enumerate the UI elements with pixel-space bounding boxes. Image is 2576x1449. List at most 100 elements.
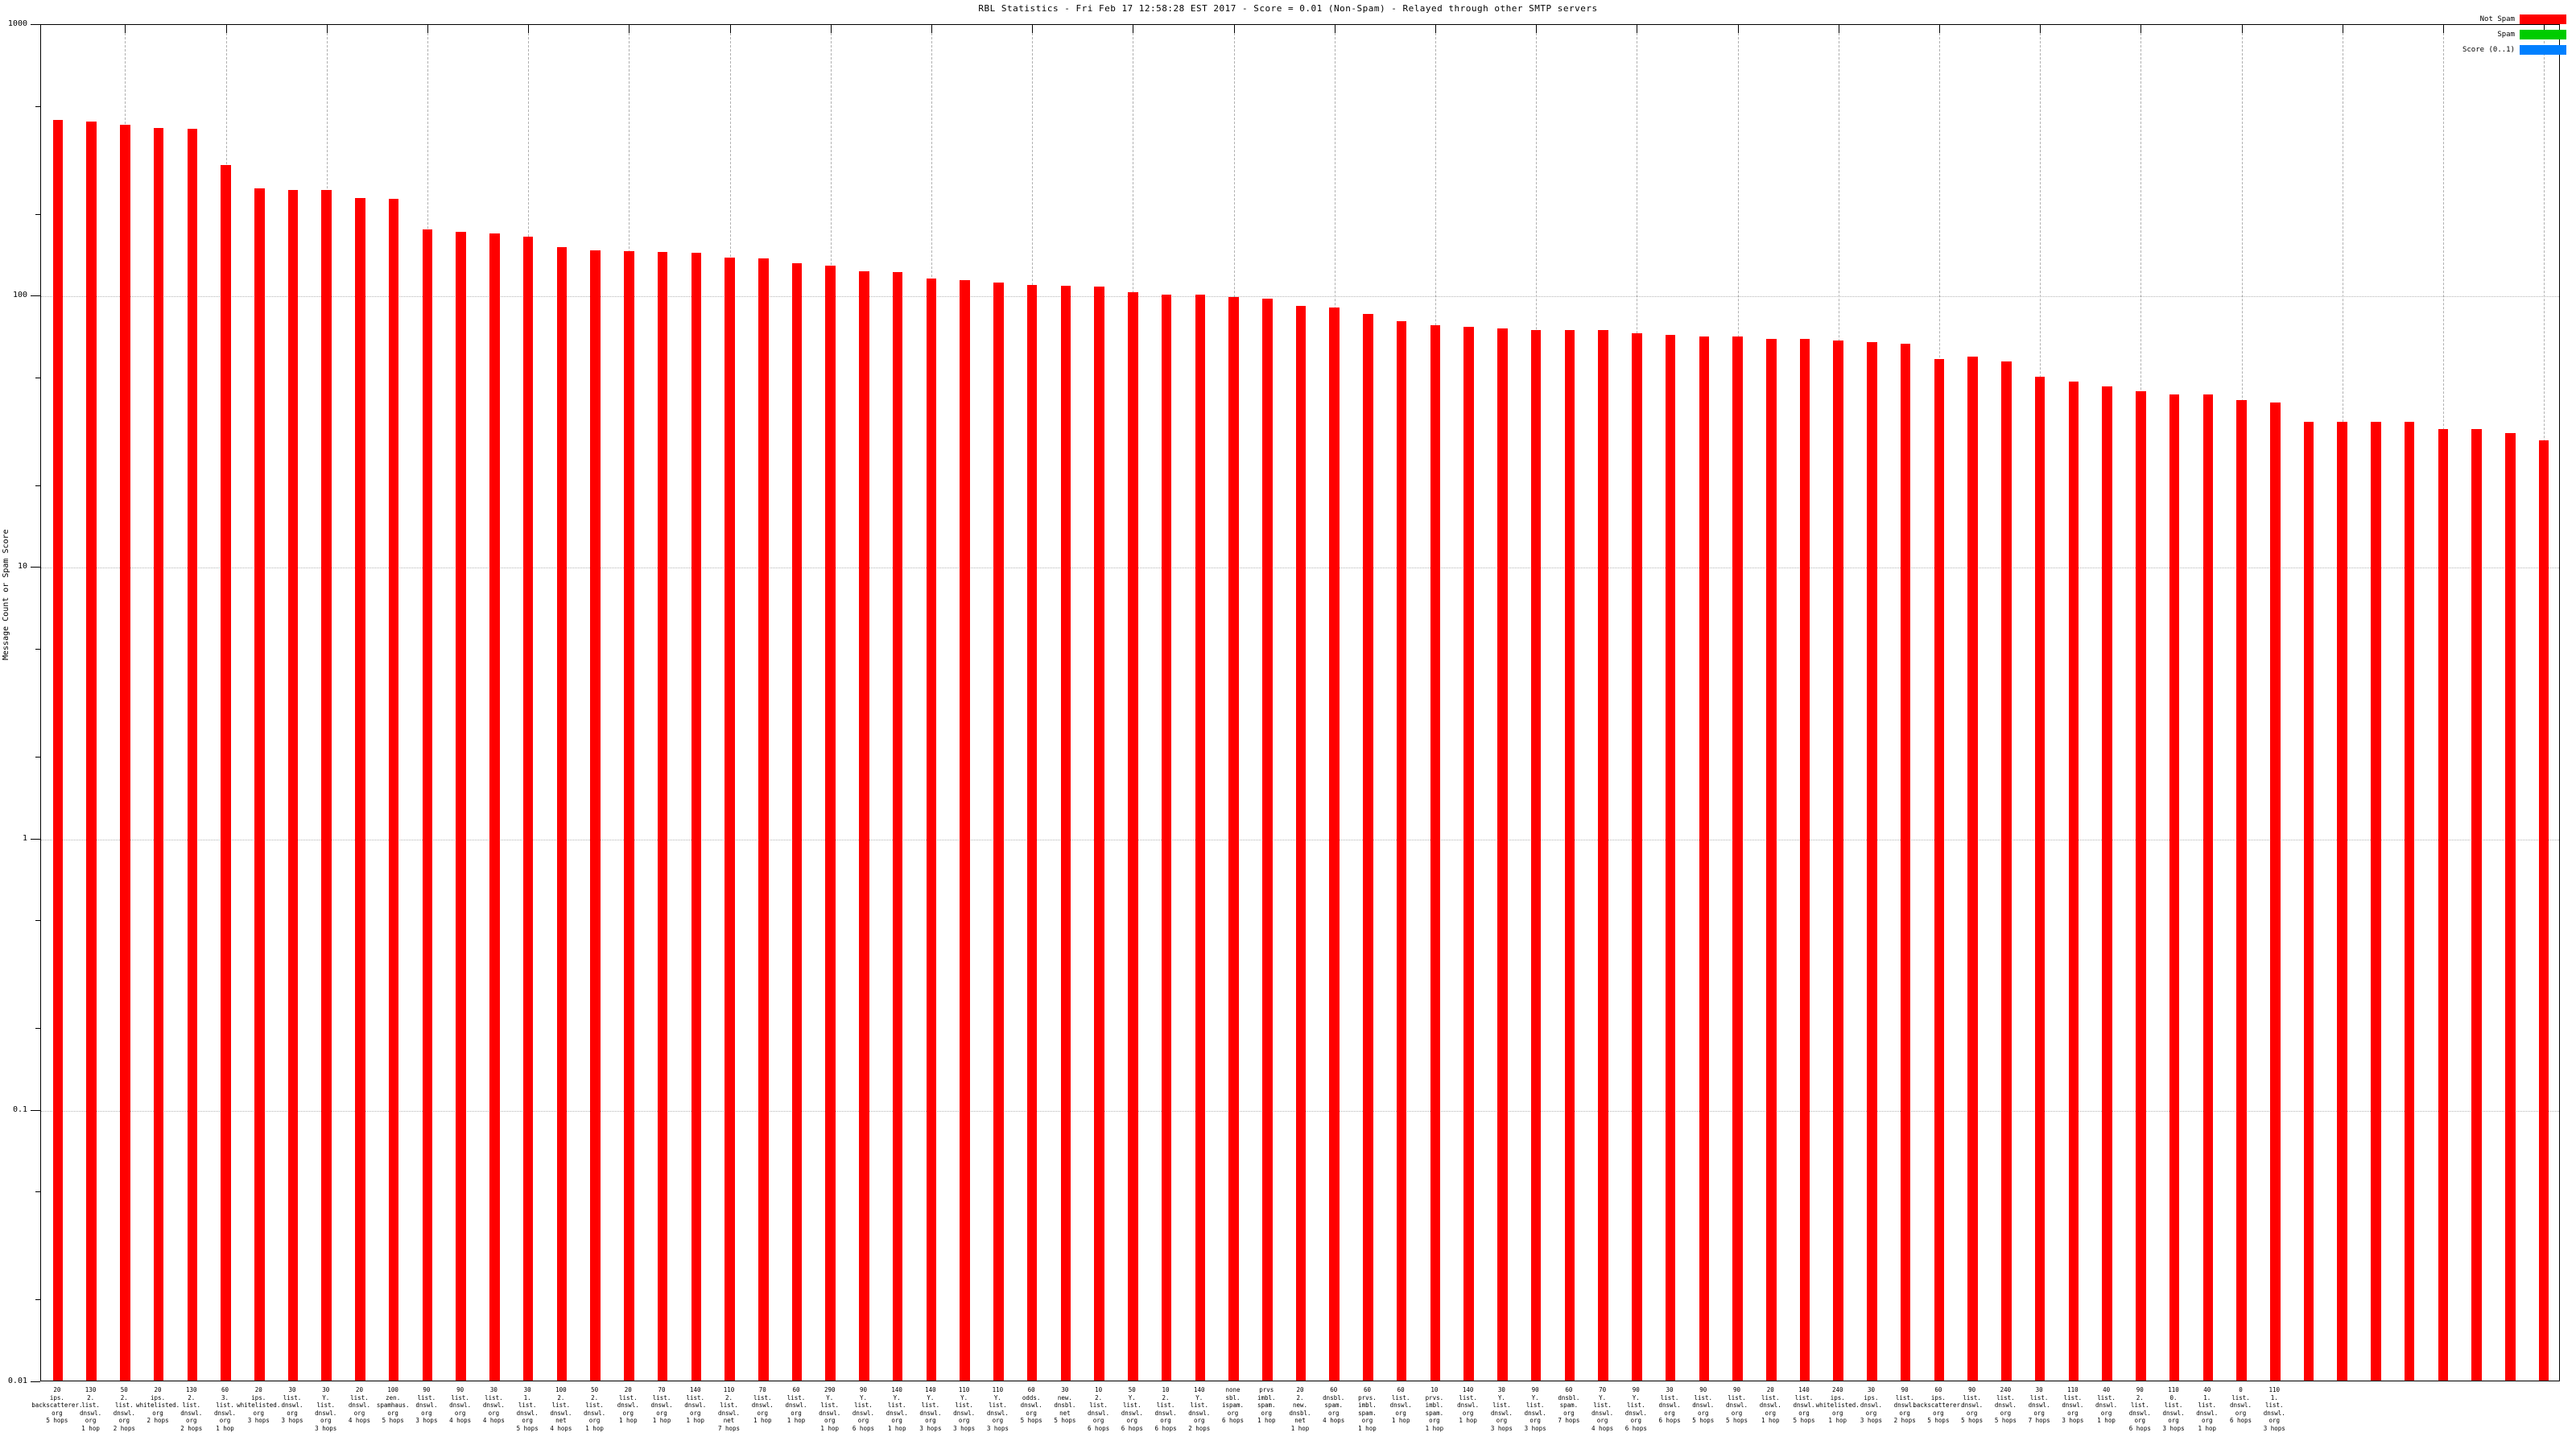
bar[interactable] [724, 258, 735, 1381]
bar[interactable] [86, 121, 97, 1381]
legend-item[interactable]: Not Spam [2373, 11, 2566, 27]
bar[interactable] [52, 120, 64, 1381]
bar[interactable] [1598, 330, 1608, 1381]
x-axis-label: 90 list. dnswl. org 3 hops [415, 1386, 438, 1424]
bar[interactable] [1463, 327, 1474, 1381]
bar[interactable] [1262, 298, 1273, 1381]
bar[interactable] [1295, 306, 1307, 1381]
bar[interactable] [1564, 330, 1575, 1381]
bar[interactable] [388, 198, 399, 1381]
legend-swatch [2520, 14, 2566, 24]
bar[interactable] [758, 258, 769, 1381]
x-axis-label: 30 list. dnswl. org 4 hops [482, 1386, 505, 1424]
x-axis-label: 10 2. list. dnswl. org 6 hops [1088, 1386, 1110, 1432]
y-axis-tick-label: 1 [22, 833, 27, 843]
bar[interactable] [2471, 429, 2482, 1381]
bar[interactable] [153, 128, 164, 1381]
bar[interactable] [120, 124, 130, 1381]
bar[interactable] [1329, 307, 1340, 1381]
x-axis-label: none sbl. ispam. org 6 hops [1221, 1386, 1245, 1424]
bar[interactable] [355, 197, 365, 1381]
bar[interactable] [590, 250, 601, 1381]
bar[interactable] [2371, 422, 2381, 1381]
bar[interactable] [1530, 330, 1542, 1381]
y-axis-tick [31, 567, 40, 568]
bar[interactable] [1195, 295, 1206, 1381]
bar[interactable] [1867, 341, 1877, 1381]
bar[interactable] [522, 236, 534, 1381]
bar[interactable] [1934, 358, 1945, 1381]
x-axis-label: 30 ips. dnswl. org 3 hops [1860, 1386, 1882, 1424]
bar[interactable] [422, 229, 433, 1381]
bar[interactable] [187, 128, 198, 1381]
bar[interactable] [321, 190, 332, 1381]
bar[interactable] [1632, 333, 1642, 1381]
bar[interactable] [2505, 432, 2516, 1381]
x-axis-label: 90 list. dnswl. org 4 hops [449, 1386, 472, 1424]
x-axis-tick [2140, 25, 2142, 33]
x-axis-label: 30 new. dnsbl. net 5 hops [1054, 1386, 1076, 1424]
bar[interactable] [1430, 325, 1441, 1381]
bar[interactable] [1967, 357, 1978, 1381]
bar[interactable] [556, 246, 568, 1381]
bar[interactable] [2404, 422, 2415, 1381]
bar[interactable] [1732, 336, 1743, 1381]
bar[interactable] [657, 251, 668, 1381]
bar[interactable] [960, 280, 970, 1381]
bar[interactable] [1665, 335, 1676, 1381]
bar[interactable] [1766, 338, 1777, 1381]
bar[interactable] [1497, 328, 1508, 1381]
bar[interactable] [1161, 295, 1172, 1381]
bar[interactable] [456, 231, 466, 1381]
bar[interactable] [254, 188, 265, 1381]
bar[interactable] [1799, 338, 1810, 1381]
bar[interactable] [2236, 399, 2247, 1381]
bar[interactable] [2303, 422, 2314, 1381]
x-axis-label: 30 list. dnswl. org 3 hops [281, 1386, 303, 1424]
bar[interactable] [859, 271, 869, 1381]
bar[interactable] [2102, 386, 2112, 1381]
bar[interactable] [2034, 376, 2046, 1381]
x-axis-tick [629, 25, 630, 33]
bar[interactable] [221, 165, 231, 1381]
bar[interactable] [892, 272, 903, 1381]
bar[interactable] [1094, 287, 1104, 1381]
bar[interactable] [489, 233, 500, 1381]
bar[interactable] [1900, 344, 1911, 1381]
bar[interactable] [1363, 314, 1373, 1381]
x-axis-label: 110 Y. list. dnswl. org 3 hops [986, 1386, 1009, 1432]
bar[interactable] [2169, 394, 2180, 1381]
bar[interactable] [993, 282, 1004, 1381]
bar[interactable] [2538, 440, 2549, 1381]
legend-item[interactable]: Spam [2373, 27, 2566, 42]
bar[interactable] [691, 252, 702, 1381]
bar[interactable] [1026, 284, 1038, 1381]
bar[interactable] [2136, 391, 2146, 1381]
y-axis-minor-tick [35, 920, 40, 922]
x-axis-label: 60 list. dnswl. org 1 hop [1389, 1386, 1412, 1424]
x-axis-label: 20 list. dnswl. org 4 hops [348, 1386, 370, 1424]
x-axis-label: 110 1. list. dnswl. org 3 hops [2263, 1386, 2285, 1432]
bar[interactable] [287, 189, 299, 1381]
bar[interactable] [2337, 422, 2347, 1381]
bar[interactable] [1396, 320, 1407, 1381]
bar[interactable] [1699, 336, 1710, 1381]
y-axis-minor-tick [35, 1028, 40, 1030]
bar[interactable] [926, 278, 937, 1381]
legend-item[interactable]: Score (0..1) [2373, 42, 2566, 57]
y-axis-minor-tick [35, 485, 40, 486]
x-axis-label: 90 list. dnswl. org 2 hops [1893, 1386, 1916, 1424]
bar[interactable] [1128, 292, 1138, 1381]
bar[interactable] [825, 266, 836, 1381]
bar[interactable] [2001, 361, 2012, 1381]
bar[interactable] [2270, 402, 2281, 1381]
bar[interactable] [624, 250, 634, 1381]
bar[interactable] [1833, 340, 1843, 1381]
bar[interactable] [2438, 429, 2449, 1381]
bar[interactable] [791, 262, 803, 1381]
bar[interactable] [2068, 381, 2079, 1381]
bar[interactable] [1228, 297, 1239, 1381]
x-axis-label: 100 zen. spamhaus. org 5 hops [376, 1386, 410, 1424]
bar[interactable] [2202, 394, 2214, 1381]
bar[interactable] [1060, 285, 1071, 1381]
